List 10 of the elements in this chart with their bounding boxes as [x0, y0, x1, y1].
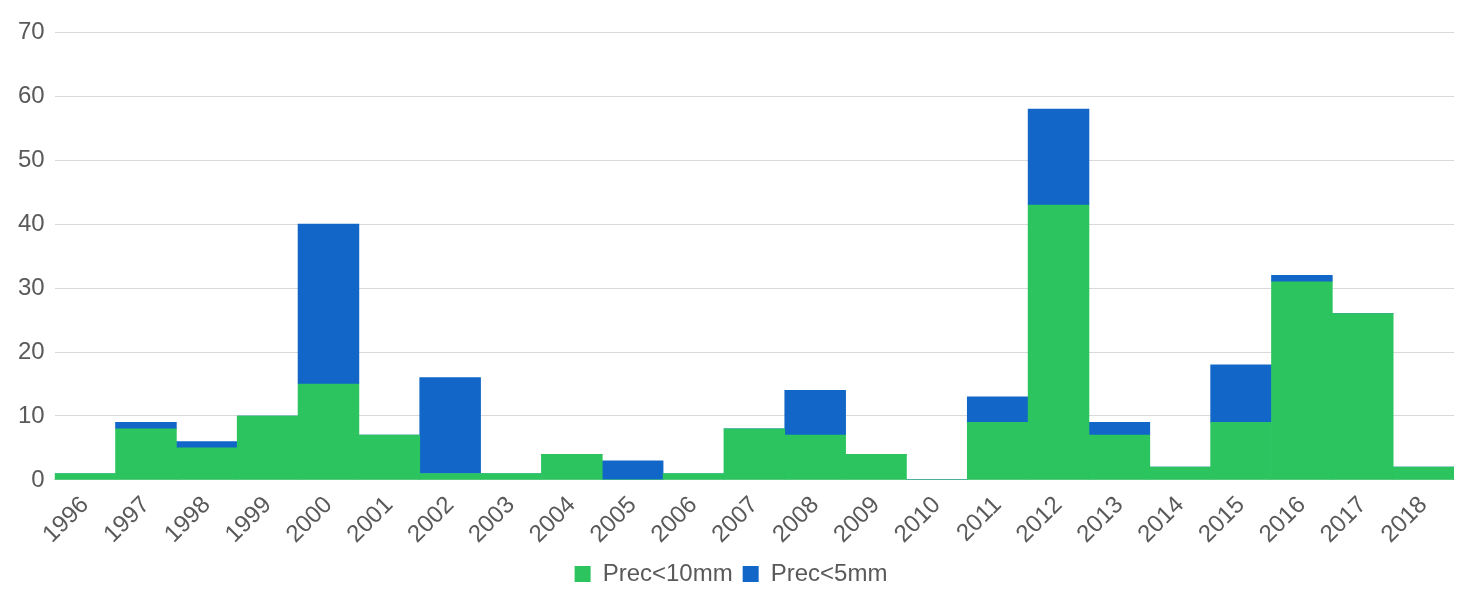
legend-label: Prec<5mm — [770, 558, 888, 586]
y-tick-label: 0 — [31, 464, 45, 492]
y-tick-label: 20 — [17, 336, 45, 364]
legend-label: Prec<10mm — [602, 558, 733, 586]
y-tick-label: 50 — [17, 144, 45, 172]
y-tick-label: 40 — [17, 208, 45, 236]
y-tick-label: 60 — [17, 80, 45, 108]
y-tick-label: 10 — [17, 400, 45, 428]
y-tick-label: 70 — [17, 17, 45, 45]
y-tick-label: 30 — [17, 272, 45, 300]
